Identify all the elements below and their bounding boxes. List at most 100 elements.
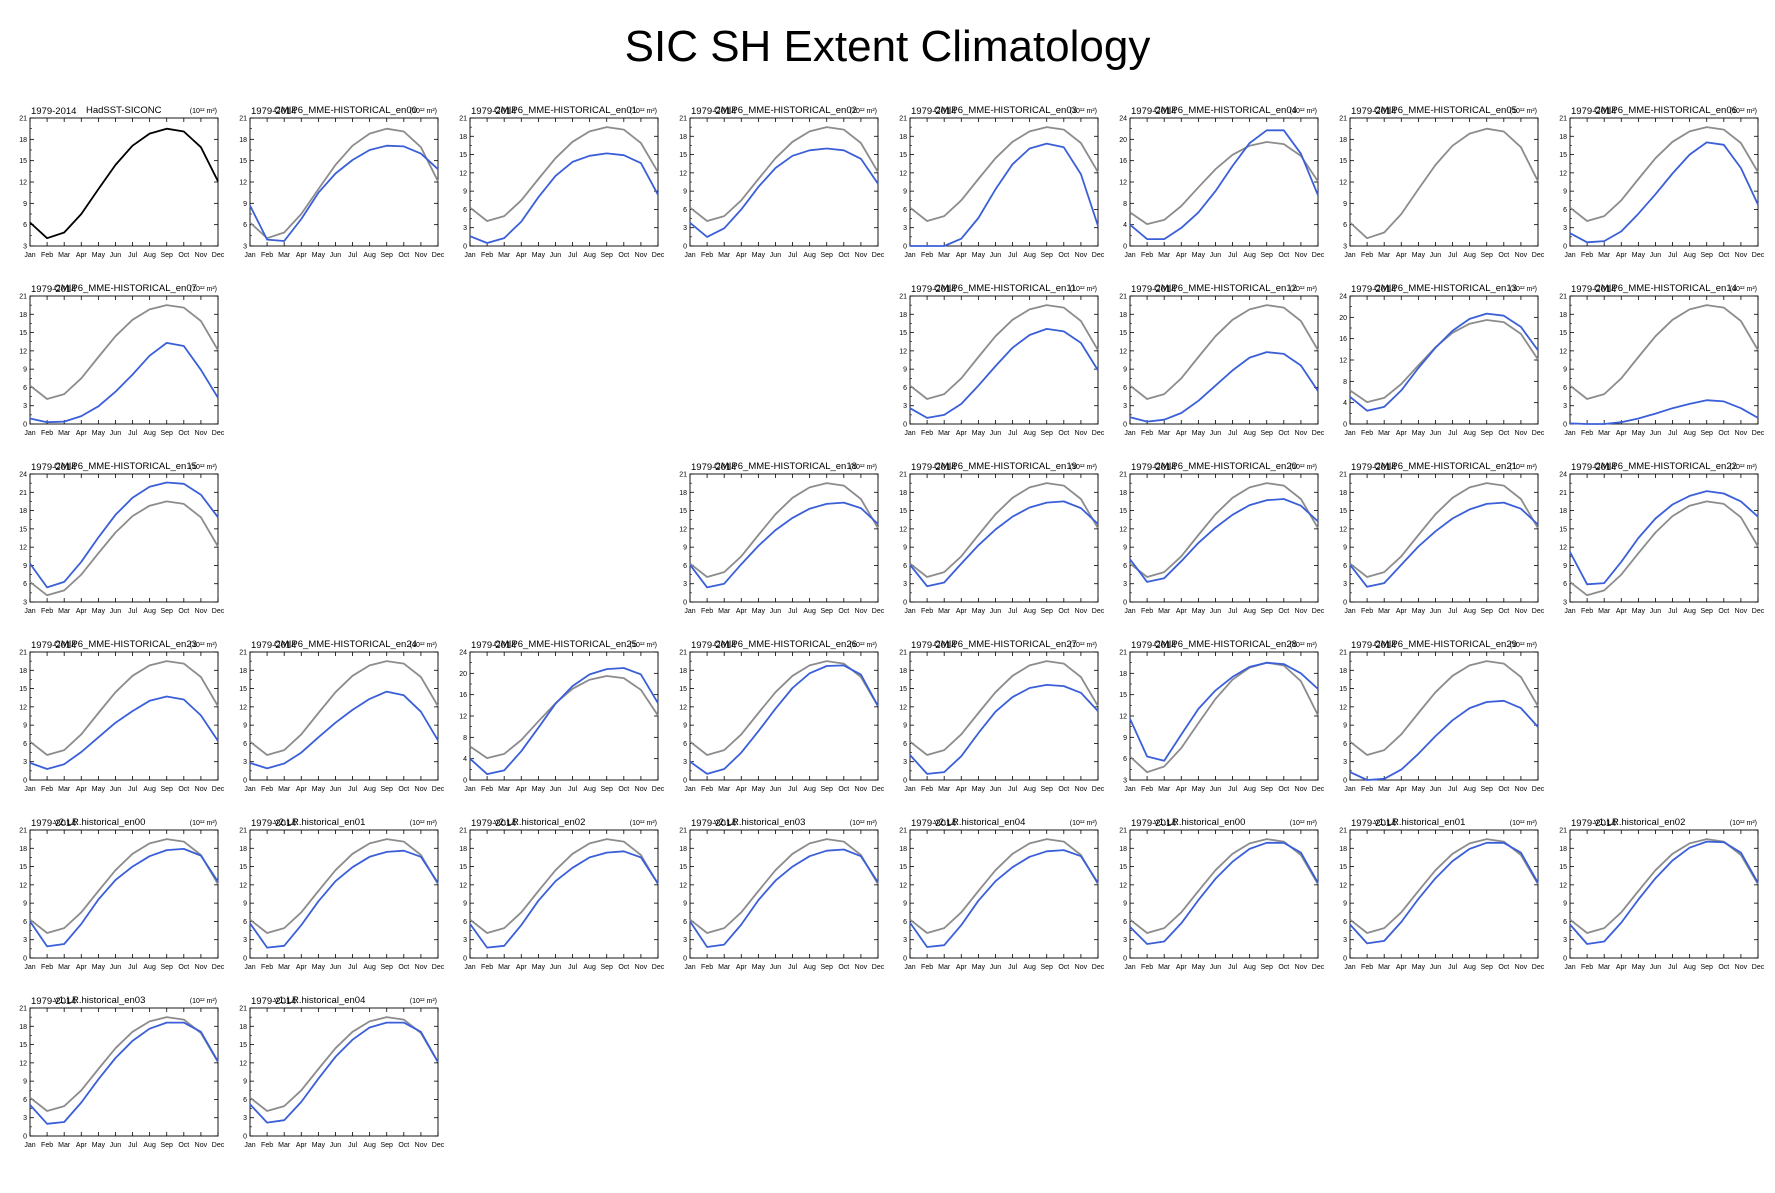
x-tick-label: May [1192,430,1206,437]
panel-period-label: 1979-2014 [251,818,296,829]
x-tick-label: May [972,608,986,615]
x-tick-label: Nov [1295,252,1308,259]
x-tick-label: Aug [1023,608,1036,615]
reference-series-line [1349,319,1539,403]
y-tick-label: 18 [459,134,467,141]
panel-period-label: 1979-2014 [1131,818,1176,829]
panel-v2.LR.historical_en01: 1979-2014 v2.LR.historical_en01 (10¹² m²) 0… [220,816,445,994]
x-tick-label: Feb [481,786,493,793]
x-tick-label: Oct [1278,964,1289,971]
x-tick-label: Oct [1718,252,1729,259]
x-tick-label: Apr [1616,608,1628,615]
panel-units-label: (10¹² m²) [410,820,437,827]
x-tick-label: Jan [904,964,915,971]
x-tick-label: Aug [143,430,156,437]
x-tick-label: Dec [1312,252,1325,259]
y-tick-label: 3 [1563,225,1567,232]
x-tick-label: Aug [363,964,376,971]
y-tick-label: 15 [679,686,687,693]
x-tick-label: May [752,964,766,971]
x-tick-label: Aug [1023,964,1036,971]
x-tick-label: Dec [432,786,445,793]
x-tick-label: Jul [1228,786,1237,793]
reference-series-line [909,660,1099,756]
model-series-line [249,1021,439,1124]
y-tick-label: 9 [23,563,27,570]
x-tick-label: Jun [990,786,1001,793]
x-tick-label: Dec [652,252,665,259]
x-tick-label: Aug [583,252,596,259]
y-tick-label: 18 [239,668,247,675]
x-tick-label: Apr [1616,964,1628,971]
y-tick-label: 3 [683,581,687,588]
y-tick-label: 9 [23,1079,27,1086]
y-tick-label: 21 [899,472,907,479]
panel-units-label: (10¹² m²) [1070,642,1097,649]
y-tick-label: 21 [239,116,247,123]
x-tick-label: Sep [1260,964,1273,971]
y-tick-label: 9 [903,723,907,730]
y-tick-label: 18 [679,668,687,675]
x-tick-label: Apr [956,786,968,793]
panel-v1.LR.historical_en01: 1979-2014 v1.LR.historical_en01 (10¹² m²) 0… [1320,816,1545,994]
y-tick-label: 12 [1119,714,1127,721]
x-tick-label: May [92,252,106,259]
y-tick-label: 3 [23,759,27,766]
x-tick-label: Feb [1581,252,1593,259]
x-tick-label: May [1632,608,1646,615]
model-series-line [29,481,219,589]
y-tick-label: 6 [903,563,907,570]
x-tick-label: Apr [1176,964,1188,971]
x-tick-label: Apr [1176,252,1188,259]
x-tick-label: Apr [516,252,528,259]
panel-dataset-label: CMIP6_MME-HISTORICAL_en14 [1594,283,1737,294]
x-tick-label: Sep [820,786,833,793]
y-tick-label: 21 [1339,472,1347,479]
x-tick-label: May [1632,252,1646,259]
x-tick-label: Nov [855,786,868,793]
panel-period-label: 1979-2014 [31,996,76,1007]
y-tick-label: 15 [1339,686,1347,693]
x-tick-label: Jan [1564,430,1575,437]
y-tick-label: 3 [463,225,467,232]
panel-CMIP6_MME-HISTORICAL_en23: 1979-2014 CMIP6_MME-HISTORICAL_en23 (10¹² … [0,638,225,816]
panel-units-label: (10¹² m²) [850,820,877,827]
panel-period-label: 1979-2014 [1351,640,1396,651]
reference-series-line [1569,838,1759,934]
x-tick-label: Dec [1312,430,1325,437]
y-tick-label: 9 [1343,723,1347,730]
model-series-line [1349,312,1539,412]
y-tick-label: 15 [899,152,907,159]
x-tick-label: Feb [1361,430,1373,437]
x-tick-label: Jun [110,964,121,971]
y-tick-label: 0 [903,956,907,963]
y-tick-label: 8 [1343,379,1347,386]
x-tick-label: Oct [1718,430,1729,437]
y-tick-label: 15 [239,686,247,693]
panel-chart-svg: 1979-2014CMIP6_MME-HISTORICAL_en23(10¹² … [19,639,225,793]
panel-CMIP6_MME-HISTORICAL_en00: 1979-2014 CMIP6_MME-HISTORICAL_en00 (10¹² … [220,104,445,282]
panel-chart-svg: 1979-2014CMIP6_MME-HISTORICAL_en06(10¹² … [1559,105,1765,259]
y-tick-label: 21 [1339,650,1347,657]
model-series-line [469,152,659,244]
panel-period-label: 1979-2014 [1131,462,1176,473]
y-tick-label: 9 [463,901,467,908]
y-tick-label: 21 [899,828,907,835]
x-tick-label: Aug [363,252,376,259]
panel-axes-frame [689,829,879,959]
x-tick-label: May [1412,608,1426,615]
panel-chart-svg: 1979-2014CMIP6_MME-HISTORICAL_en11(10¹² … [899,283,1105,437]
reference-series-line [909,838,1099,934]
x-tick-label: Apr [76,786,88,793]
x-tick-label: Nov [195,786,208,793]
y-tick-label: 8 [463,735,467,742]
x-tick-label: Aug [1463,430,1476,437]
y-tick-label: 12 [1119,526,1127,533]
x-tick-label: Apr [76,1142,88,1149]
x-tick-label: Jul [1008,252,1017,259]
reference-series-line [1569,304,1759,400]
x-tick-label: Oct [178,608,189,615]
x-tick-label: Nov [415,964,428,971]
